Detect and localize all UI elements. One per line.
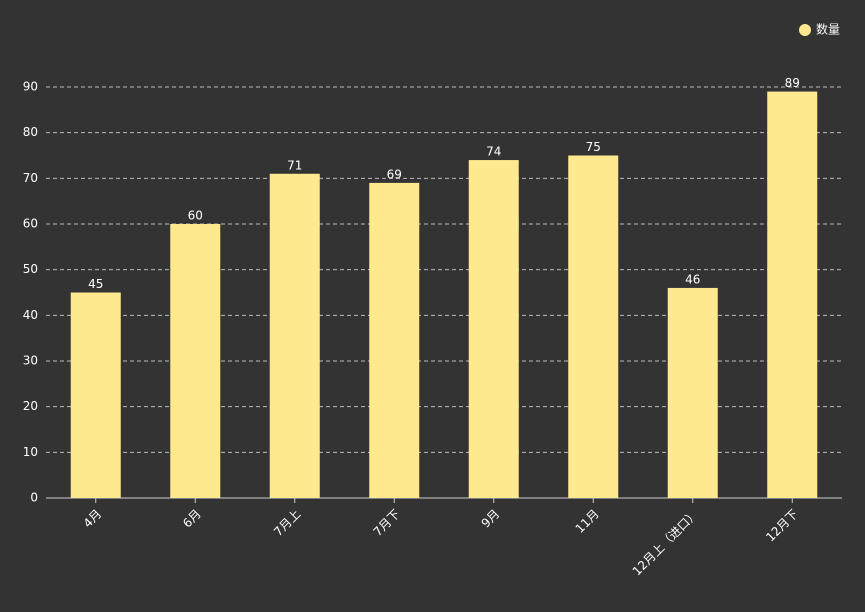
bar: [568, 155, 619, 498]
y-tick-label: 0: [30, 491, 38, 505]
y-tick-label: 60: [23, 217, 38, 231]
y-tick-label: 90: [23, 80, 38, 94]
legend-marker: [799, 24, 811, 36]
data-label: 69: [387, 167, 402, 181]
data-label: 71: [287, 158, 302, 172]
bar: [170, 224, 221, 498]
y-tick-label: 20: [23, 399, 38, 413]
y-tick-label: 10: [23, 445, 38, 459]
bar: [767, 91, 818, 499]
y-tick-label: 70: [23, 171, 38, 185]
data-label: 60: [188, 209, 203, 223]
data-label: 74: [486, 145, 501, 159]
bar: [667, 287, 718, 498]
bar: [70, 292, 121, 498]
data-label: 45: [88, 277, 103, 291]
bar: [468, 160, 519, 499]
y-tick-label: 50: [23, 262, 38, 276]
bar: [369, 182, 420, 498]
y-tick-label: 30: [23, 354, 38, 368]
legend-label: 数量: [816, 22, 840, 37]
data-label: 46: [685, 272, 700, 286]
y-tick-label: 40: [23, 308, 38, 322]
y-tick-label: 80: [23, 125, 38, 139]
data-label: 89: [785, 76, 800, 90]
data-label: 75: [586, 140, 601, 154]
bar: [269, 173, 320, 498]
